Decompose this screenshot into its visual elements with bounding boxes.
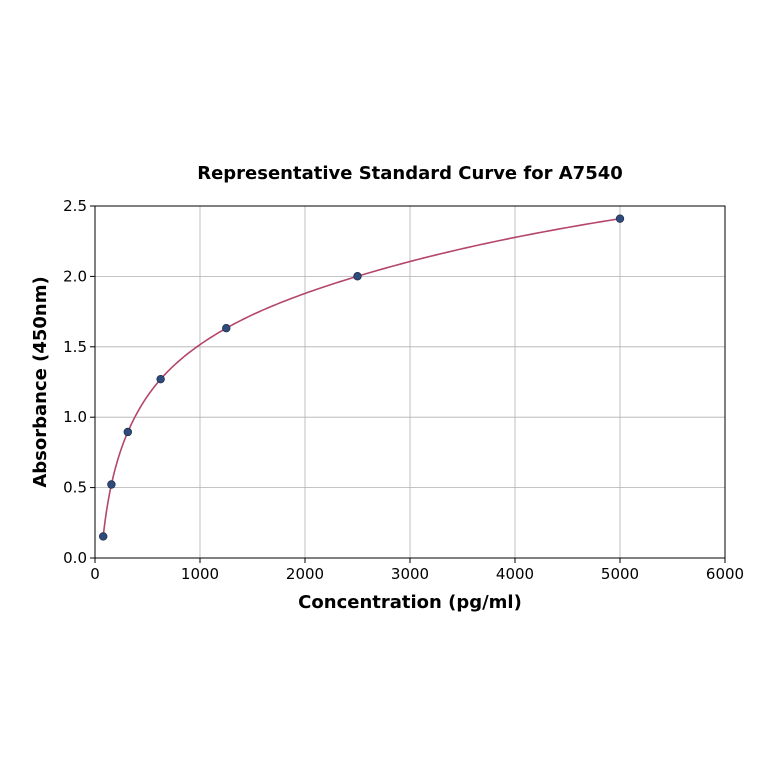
x-tick-label: 2000 — [286, 565, 324, 583]
y-tick-label: 1.5 — [63, 338, 87, 356]
y-tick-label: 2.0 — [63, 267, 87, 285]
ticks: 0 1000 2000 3000 4000 5000 6000 0.0 0.5 1.0 1.5 2.0… — [63, 197, 744, 583]
data-point — [353, 272, 362, 281]
grid — [94, 205, 726, 559]
data-point — [123, 427, 133, 437]
data-point — [107, 480, 116, 489]
x-tick-label: 1000 — [181, 565, 219, 583]
fit-curve — [102, 217, 621, 537]
x-tick-label: 6000 — [706, 565, 744, 583]
x-tick-label: 4000 — [496, 565, 534, 583]
chart-title: Representative Standard Curve for A7540 — [197, 163, 623, 184]
x-tick-label: 5000 — [601, 565, 639, 583]
data-points — [99, 214, 625, 541]
data-point — [615, 214, 625, 223]
y-tick-label: 0.5 — [63, 479, 87, 497]
plot-frame — [94, 205, 726, 559]
x-tick-label: 3000 — [391, 565, 429, 583]
y-axis-label: Absorbance (450nm) — [30, 276, 51, 487]
data-point — [222, 324, 231, 333]
y-tick-label: 2.5 — [63, 197, 87, 215]
y-tick-label: 1.0 — [63, 408, 87, 426]
y-tick-label: 0.0 — [63, 549, 87, 567]
x-tick-label: 0 — [90, 565, 100, 583]
data-point — [99, 532, 108, 541]
data-point — [156, 374, 165, 384]
x-axis-label: Concentration (pg/ml) — [298, 592, 522, 613]
